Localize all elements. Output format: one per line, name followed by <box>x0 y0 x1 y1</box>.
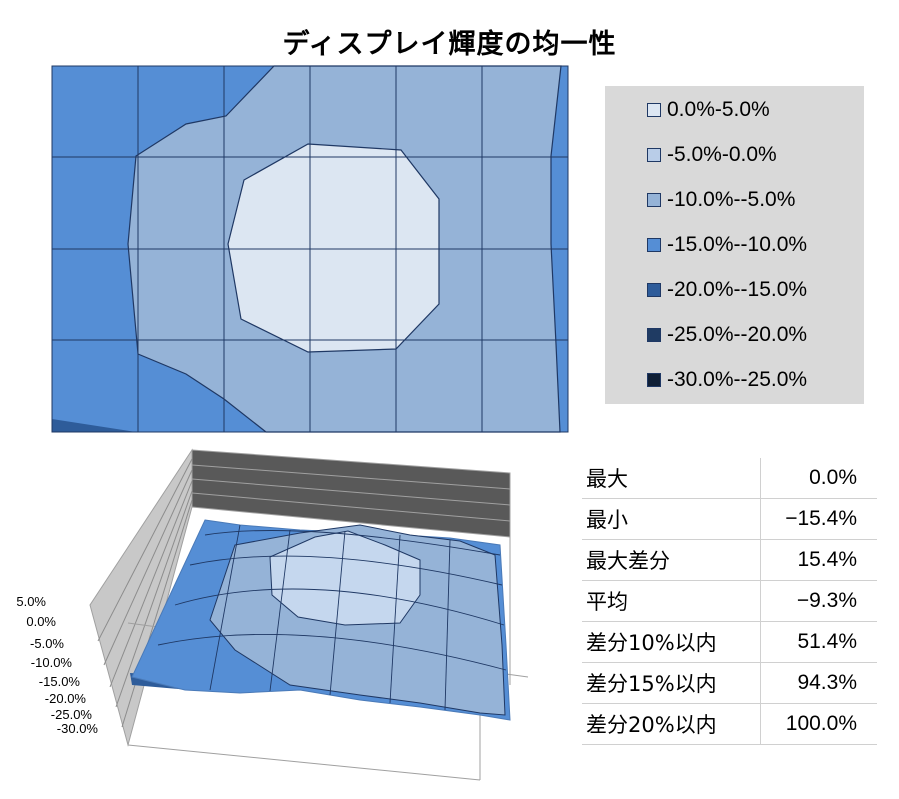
table-row: 最大差分 15.4% <box>582 539 877 581</box>
stat-value: 15.4% <box>760 539 877 581</box>
table-row: 差分10%以内 51.4% <box>582 621 877 663</box>
legend-item: -20.0%--15.0% <box>647 278 807 302</box>
y-tick-label: -25.0% <box>50 707 92 722</box>
legend-item: 0.0%-5.0% <box>647 98 770 122</box>
legend-label: -15.0%--10.0% <box>667 233 808 256</box>
stats-table: 最大 0.0% 最小 −15.4% 最大差分 15.4% 平均 −9.3% 差分… <box>582 458 877 745</box>
legend-item: -15.0%--10.0% <box>647 233 807 257</box>
y-tick-label: 5.0% <box>16 594 46 609</box>
stat-label: 最大差分 <box>582 539 761 581</box>
stat-value: 51.4% <box>760 621 877 663</box>
surface-back-wall <box>191 449 511 538</box>
contour-band-minus5-0 <box>227 143 440 353</box>
legend-item: -25.0%--20.0% <box>647 323 807 347</box>
stat-label: 最大 <box>582 458 761 499</box>
legend-item: -5.0%-0.0% <box>647 143 777 167</box>
y-tick-label: -10.0% <box>30 655 72 670</box>
legend-label: -30.0%--25.0% <box>667 368 808 391</box>
y-tick-label: -20.0% <box>44 691 86 706</box>
stat-label: 差分15%以内 <box>582 662 761 704</box>
table-row: 差分15%以内 94.3% <box>582 662 877 704</box>
table-row: 最小 −15.4% <box>582 498 877 540</box>
legend-swatch <box>647 103 661 117</box>
legend-item: -10.0%--5.0% <box>647 188 795 212</box>
legend-swatch <box>647 373 661 387</box>
legend-label: -20.0%--15.0% <box>667 278 808 301</box>
stat-value: 100.0% <box>760 703 877 745</box>
surface-chart <box>89 448 529 781</box>
surface-mesh <box>157 524 507 711</box>
stat-label: 平均 <box>582 580 761 622</box>
table-row: 差分20%以内 100.0% <box>582 703 877 745</box>
chart-title: ディスプレイ輝度の均一性 <box>282 29 617 60</box>
legend-swatch <box>647 328 661 342</box>
contour-grid <box>51 65 569 433</box>
legend-label: -10.0%--5.0% <box>667 188 796 211</box>
stat-label: 最小 <box>582 498 761 540</box>
legend: 0.0%-5.0% -5.0%-0.0% -10.0%--5.0% -15.0%… <box>605 86 864 404</box>
y-tick-label: -15.0% <box>38 674 80 689</box>
legend-label: -25.0%--20.0% <box>667 323 808 346</box>
stat-value: 0.0% <box>760 458 877 499</box>
stat-label: 差分20%以内 <box>582 703 761 745</box>
stat-value: 94.3% <box>760 662 877 704</box>
legend-swatch <box>647 283 661 297</box>
y-tick-label: -30.0% <box>56 721 98 736</box>
legend-item: -30.0%--25.0% <box>647 368 807 392</box>
stat-label: 差分10%以内 <box>582 621 761 663</box>
legend-swatch <box>647 238 661 252</box>
legend-label: 0.0%-5.0% <box>667 98 770 121</box>
contour-band-minus20-minus15 <box>52 419 136 432</box>
y-tick-label: 0.0% <box>26 614 56 629</box>
table-row: 最大 0.0% <box>582 458 877 499</box>
legend-swatch <box>647 148 661 162</box>
stat-value: −15.4% <box>760 498 877 540</box>
contour-map <box>51 65 569 433</box>
table-row: 平均 −9.3% <box>582 580 877 622</box>
stat-value: −9.3% <box>760 580 877 622</box>
y-tick-label: -5.0% <box>30 636 64 651</box>
legend-label: -5.0%-0.0% <box>667 143 777 166</box>
legend-swatch <box>647 193 661 207</box>
